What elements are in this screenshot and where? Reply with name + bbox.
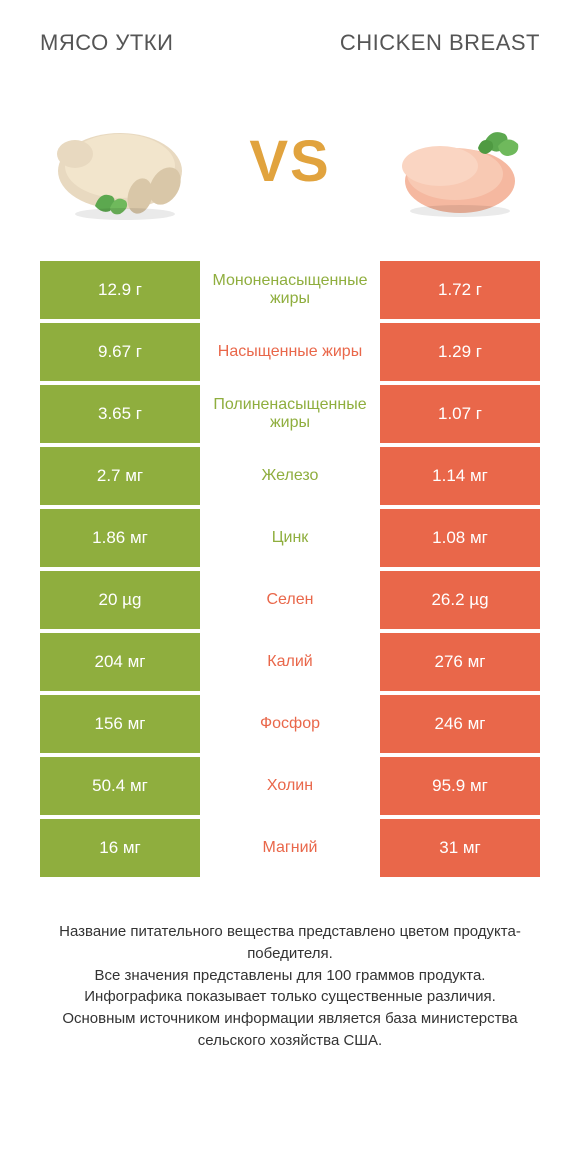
table-row: 3.65 гПолиненасыщенные жиры1.07 г [40,385,540,443]
table-row: 156 мгФосфор246 мг [40,695,540,753]
value-right: 246 мг [380,695,540,753]
nutrient-label: Магний [200,819,380,877]
nutrient-label: Мононенасыщенные жиры [200,261,380,319]
footer-line: Основным источником информации является … [30,1008,550,1052]
duck-image [40,96,210,226]
product-title-left: Мясо утки [40,30,173,56]
value-right: 1.07 г [380,385,540,443]
value-left: 9.67 г [40,323,200,381]
chicken-breast-image [370,96,540,226]
value-right: 1.14 мг [380,447,540,505]
value-left: 12.9 г [40,261,200,319]
table-row: 16 мгМагний31 мг [40,819,540,877]
value-right: 1.29 г [380,323,540,381]
nutrient-label: Калий [200,633,380,691]
value-left: 204 мг [40,633,200,691]
value-right: 95.9 мг [380,757,540,815]
nutrient-label: Насыщенные жиры [200,323,380,381]
nutrient-label: Цинк [200,509,380,567]
vs-label: VS [249,128,330,195]
value-left: 50.4 мг [40,757,200,815]
table-row: 20 µgСелен26.2 µg [40,571,540,629]
footer-line: Инфографика показывает только существенн… [30,986,550,1008]
value-right: 31 мг [380,819,540,877]
value-right: 1.72 г [380,261,540,319]
value-left: 3.65 г [40,385,200,443]
nutrient-label: Холин [200,757,380,815]
value-left: 20 µg [40,571,200,629]
value-right: 26.2 µg [380,571,540,629]
table-row: 204 мгКалий276 мг [40,633,540,691]
images-row: VS [0,71,580,261]
comparison-table: 12.9 гМононенасыщенные жиры1.72 г9.67 гН… [0,261,580,877]
value-left: 156 мг [40,695,200,753]
nutrient-label: Железо [200,447,380,505]
table-row: 1.86 мгЦинк1.08 мг [40,509,540,567]
table-row: 12.9 гМононенасыщенные жиры1.72 г [40,261,540,319]
table-row: 9.67 гНасыщенные жиры1.29 г [40,323,540,381]
footer-notes: Название питательного вещества представл… [0,881,580,1052]
nutrient-label: Фосфор [200,695,380,753]
footer-line: Название питательного вещества представл… [30,921,550,965]
value-right: 276 мг [380,633,540,691]
table-row: 2.7 мгЖелезо1.14 мг [40,447,540,505]
table-row: 50.4 мгХолин95.9 мг [40,757,540,815]
nutrient-label: Селен [200,571,380,629]
value-right: 1.08 мг [380,509,540,567]
header: Мясо утки CHICKEN BREAST [0,0,580,71]
nutrient-label: Полиненасыщенные жиры [200,385,380,443]
footer-line: Все значения представлены для 100 граммо… [30,965,550,987]
value-left: 1.86 мг [40,509,200,567]
value-left: 2.7 мг [40,447,200,505]
value-left: 16 мг [40,819,200,877]
product-title-right: CHICKEN BREAST [340,30,540,56]
